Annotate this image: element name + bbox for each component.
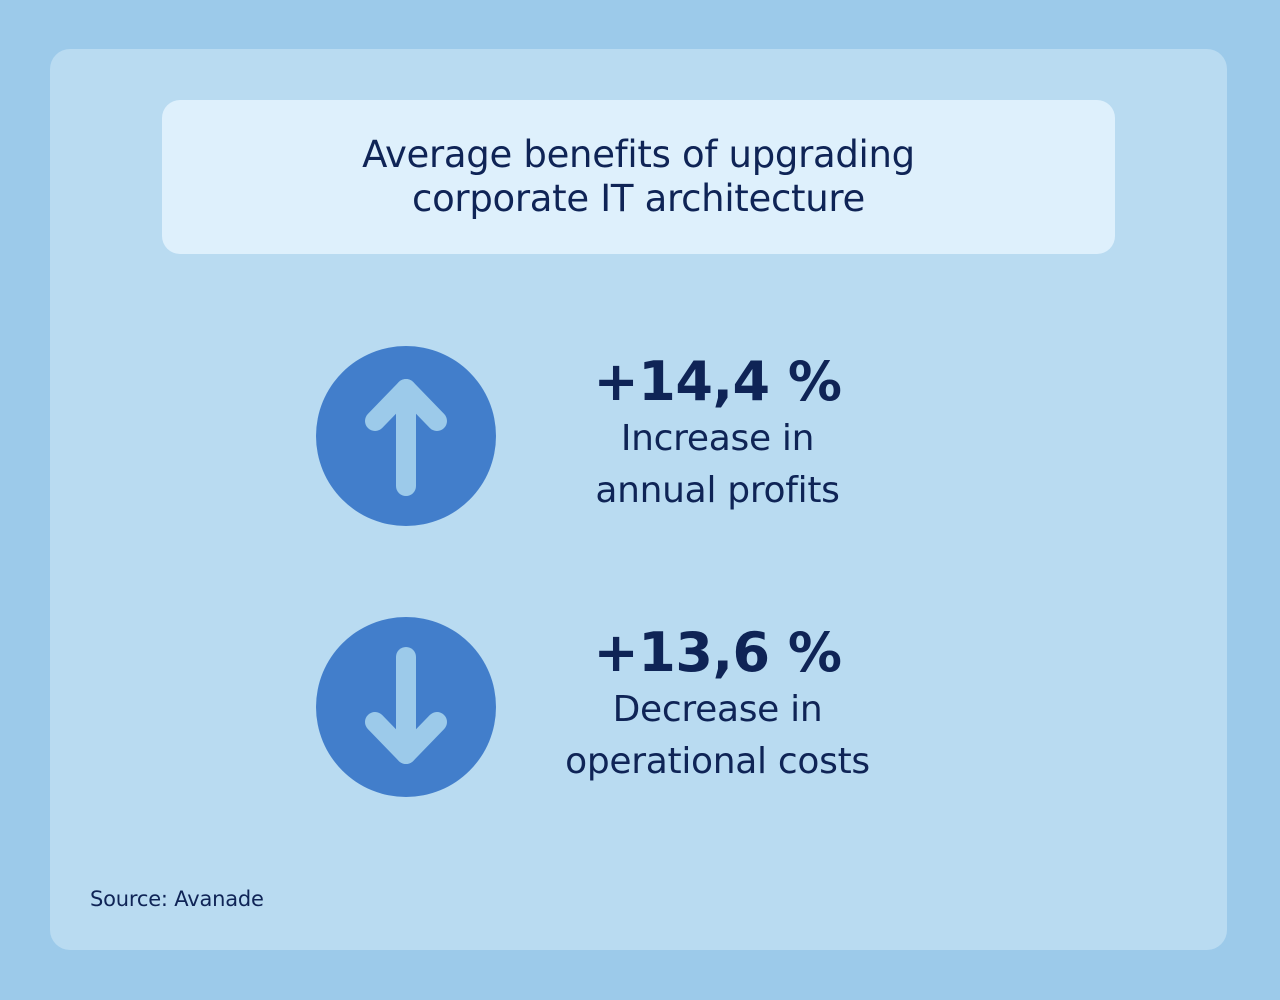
stat-profits: +14,4 % Increase in annual profits bbox=[50, 346, 1227, 526]
stat-value: +14,4 % bbox=[593, 350, 842, 413]
page-title: Average benefits of upgrading corporate … bbox=[362, 132, 915, 220]
stat-label-line-1: Decrease in bbox=[612, 689, 823, 731]
arrow-down-icon bbox=[316, 617, 496, 797]
stat-label-line-1: Increase in bbox=[620, 418, 815, 460]
infographic-card: Average benefits of upgrading corporate … bbox=[50, 49, 1227, 950]
source-note: Source: Avanade bbox=[90, 887, 264, 911]
stat-label-line-2: annual profits bbox=[595, 470, 840, 512]
stat-text: +14,4 % Increase in annual profits bbox=[500, 346, 935, 517]
stat-value: +13,6 % bbox=[593, 621, 842, 684]
stat-label-line-2: operational costs bbox=[565, 741, 870, 783]
stat-costs: +13,6 % Decrease in operational costs bbox=[50, 617, 1227, 797]
title-box: Average benefits of upgrading corporate … bbox=[162, 100, 1115, 254]
arrow-up-icon bbox=[316, 346, 496, 526]
stat-text: +13,6 % Decrease in operational costs bbox=[500, 617, 935, 788]
